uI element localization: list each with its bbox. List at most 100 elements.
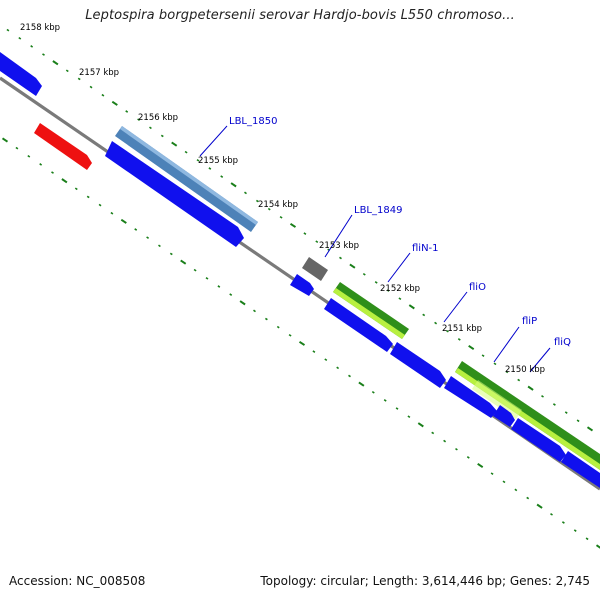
gene-arrow-blue[interactable] — [390, 342, 446, 388]
tick-mark — [120, 218, 127, 224]
tick-mark — [289, 222, 297, 228]
tick-mark — [422, 313, 426, 317]
tick-mark — [110, 211, 114, 215]
gene-arrow-red[interactable] — [34, 123, 92, 170]
gene-label-leaders — [199, 125, 551, 373]
gene-label-flip[interactable]: fliP — [522, 316, 537, 327]
gene-arrow-blue[interactable] — [511, 418, 566, 462]
tick-mark — [255, 199, 259, 203]
tick-mark — [89, 85, 93, 89]
tick-mark — [1, 137, 9, 143]
tick-mark — [160, 134, 164, 138]
tick-mark — [541, 395, 544, 398]
gene-label-lbl-1850[interactable]: LBL_1850 — [229, 116, 277, 127]
tick-mark — [324, 358, 328, 362]
gene-arrow-blue[interactable] — [290, 274, 314, 296]
tick-mark — [134, 228, 138, 231]
tick-mark — [253, 309, 256, 313]
tick-mark — [158, 244, 161, 248]
kbp-label: 2152 kbp — [380, 284, 420, 294]
tick-mark — [6, 28, 10, 32]
tick-mark — [180, 259, 187, 265]
gene-label-flin-1[interactable]: fliN-1 — [412, 243, 439, 254]
tick-mark — [585, 537, 589, 541]
leader-flio — [443, 291, 468, 323]
gene-arrow-blue[interactable] — [105, 141, 244, 247]
tick-mark — [468, 344, 475, 351]
tick-mark — [101, 93, 105, 97]
tick-mark — [15, 146, 19, 150]
tick-mark — [348, 374, 351, 378]
tick-mark — [239, 300, 246, 306]
tick-mark — [395, 407, 399, 410]
tick-mark — [527, 385, 534, 391]
tick-mark — [552, 403, 556, 406]
feature-lbl-1850-bar[interactable] — [115, 126, 258, 232]
tick-mark — [279, 215, 283, 219]
gene-arrow-blue[interactable] — [0, 52, 42, 96]
gene-arrow-blue[interactable] — [444, 376, 497, 418]
feature-flin-1-bar-light — [333, 288, 405, 339]
tick-mark — [564, 411, 568, 414]
tick-mark — [193, 268, 197, 272]
tick-mark — [208, 167, 212, 170]
kbp-label: 2157 kbp — [79, 68, 119, 78]
tick-mark — [98, 203, 102, 207]
kbp-label: 2158 kbp — [20, 23, 60, 33]
tick-mark — [466, 456, 470, 459]
kbp-label: 2155 kbp — [198, 156, 238, 166]
tick-mark — [417, 422, 424, 428]
tick-mark — [39, 163, 43, 166]
tick-mark — [196, 159, 200, 162]
tick-mark — [505, 370, 509, 374]
tick-mark — [267, 207, 271, 211]
genome-summary: Topology: circular; Length: 3,614,446 bp… — [260, 574, 590, 588]
tick-mark — [171, 141, 178, 147]
gene-label-flio[interactable]: fliO — [469, 282, 486, 293]
gene-arrow-blue[interactable] — [493, 405, 515, 427]
tick-mark — [586, 426, 594, 432]
tick-mark — [229, 293, 233, 296]
kbp-label: 2150 kbp — [505, 365, 545, 375]
tick-mark — [398, 297, 402, 301]
tick-mark — [51, 171, 54, 174]
gene-arrow-blue[interactable] — [324, 298, 393, 352]
tick-mark — [457, 338, 461, 341]
kbp-label: 2156 kbp — [138, 113, 178, 123]
tick-mark — [536, 503, 543, 509]
tick-mark — [349, 263, 356, 269]
gene-arrow-blue[interactable] — [561, 451, 600, 488]
kbp-label: 2153 kbp — [319, 241, 359, 251]
tick-mark — [386, 289, 390, 292]
tick-mark — [550, 513, 553, 516]
tick-mark — [502, 480, 506, 484]
gene-label-fliq[interactable]: fliQ — [554, 337, 571, 348]
kbp-label: 2151 kbp — [442, 324, 482, 334]
tick-mark — [561, 521, 565, 524]
tick-mark — [42, 53, 45, 56]
tick-marks — [1, 28, 600, 549]
tick-mark — [514, 488, 518, 492]
tick-mark — [434, 321, 438, 325]
tick-mark — [446, 329, 449, 333]
tick-mark — [61, 178, 68, 184]
tick-mark — [407, 415, 411, 419]
tick-mark — [205, 277, 209, 280]
feature-lbl-1849-box[interactable] — [302, 257, 328, 281]
gene-label-lbl-1849[interactable]: LBL_1849 — [354, 205, 402, 216]
leader-lbl-1850 — [199, 125, 228, 157]
tick-mark — [490, 472, 494, 475]
tick-mark — [111, 100, 118, 106]
tick-mark — [217, 285, 221, 288]
tick-mark — [184, 150, 188, 154]
gene-name-labels: LBL_1850 LBL_1849 fliN-1 fliO fliP fliQ — [229, 116, 571, 348]
tick-mark — [303, 232, 307, 235]
leader-flip — [493, 326, 520, 363]
tick-mark — [526, 496, 530, 500]
tick-mark — [77, 77, 81, 81]
tick-mark — [244, 191, 247, 195]
feature-flin-1-bar[interactable] — [333, 282, 409, 339]
tick-mark — [517, 378, 521, 382]
kbp-label: 2154 kbp — [258, 200, 298, 210]
